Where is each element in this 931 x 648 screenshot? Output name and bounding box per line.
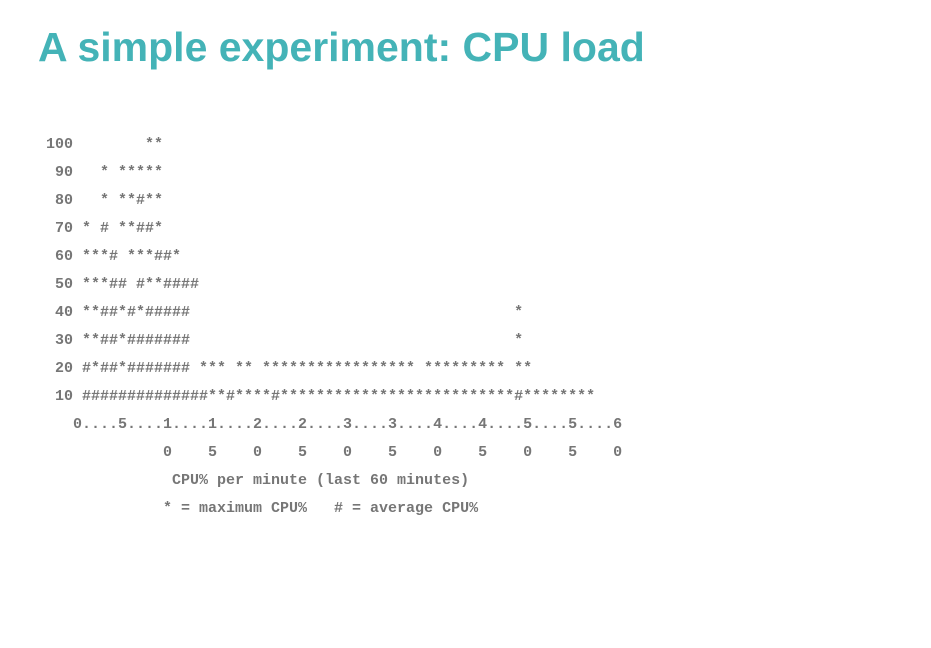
chart-legend: * = maximum CPU% # = average CPU% <box>46 495 931 523</box>
chart-x-axis-row: 0 5 0 5 0 5 0 5 0 5 0 <box>46 439 931 467</box>
chart-row: 90 * ***** <box>46 159 931 187</box>
chart-row: 20 #*##*####### *** ** *****************… <box>46 355 931 383</box>
chart-row: 70 * # **##* <box>46 215 931 243</box>
cpu-load-chart: 100 ** 90 * ***** 80 * **#** 70 * # **##… <box>0 71 931 523</box>
page-title: A simple experiment: CPU load <box>0 0 931 71</box>
chart-row: 60 ***# ***##* <box>46 243 931 271</box>
chart-row: 100 ** <box>46 131 931 159</box>
chart-row: 30 **##*####### * <box>46 327 931 355</box>
chart-row: 10 ##############**#****#***************… <box>46 383 931 411</box>
chart-row: 80 * **#** <box>46 187 931 215</box>
chart-x-axis-label: CPU% per minute (last 60 minutes) <box>46 467 931 495</box>
chart-x-axis-row: 0....5....1....1....2....2....3....3....… <box>46 411 931 439</box>
chart-row: 40 **##*#*##### * <box>46 299 931 327</box>
chart-row: 50 ***## #**#### <box>46 271 931 299</box>
